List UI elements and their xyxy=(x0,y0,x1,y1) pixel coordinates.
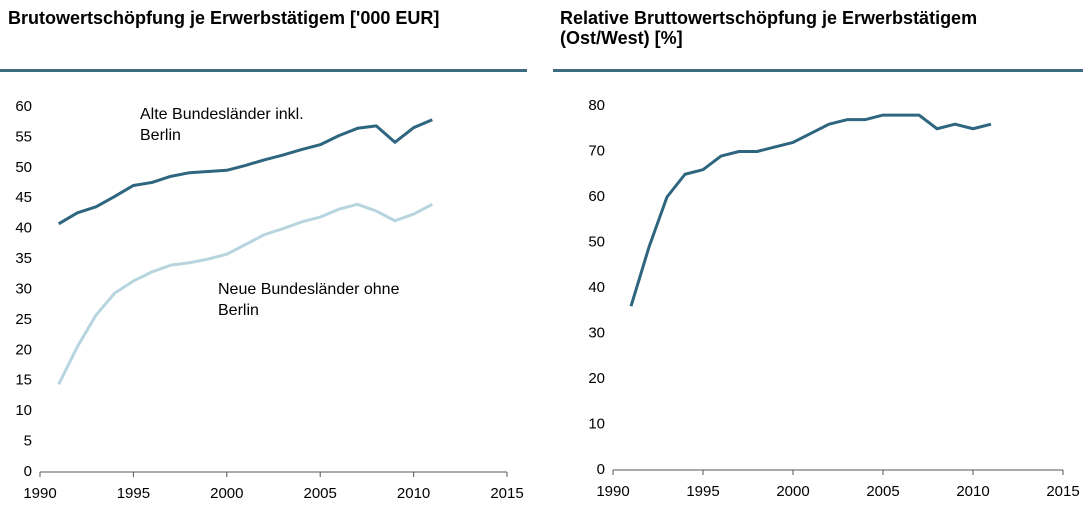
y-tick-label: 70 xyxy=(588,142,605,159)
x-tick-label: 2005 xyxy=(304,485,337,502)
y-tick-label: 15 xyxy=(15,372,32,389)
y-tick-label: 5 xyxy=(24,433,32,450)
chart-title: Relative Bruttowertschöpfung je Erwerbst… xyxy=(560,8,978,48)
chart-title: Brutowertschöpfung je Erwerbstätigem ['0… xyxy=(8,8,440,28)
series-label: Alte Bundesländer inkl. Berlin xyxy=(140,106,304,144)
x-tick-label: 2010 xyxy=(956,483,989,500)
y-tick-label: 30 xyxy=(15,280,32,297)
x-tick-label: 2015 xyxy=(1046,483,1079,500)
y-tick-label: 55 xyxy=(15,128,32,145)
series-label: Neue Bundesländer ohne Berlin xyxy=(218,281,400,319)
y-tick-label: 60 xyxy=(588,188,605,205)
x-tick-label: 2000 xyxy=(210,485,243,502)
y-tick-label: 40 xyxy=(15,220,32,237)
series-line xyxy=(57,118,433,226)
x-tick-label: 1990 xyxy=(23,485,56,502)
y-tick-label: 60 xyxy=(15,98,32,115)
y-tick-label: 35 xyxy=(15,250,32,267)
y-tick-label: 30 xyxy=(588,324,605,341)
x-tick-label: 2000 xyxy=(776,483,809,500)
y-tick-label: 10 xyxy=(588,415,605,432)
y-tick-label: 45 xyxy=(15,189,32,206)
y-tick-label: 80 xyxy=(588,97,605,114)
x-tick-label: 1995 xyxy=(117,485,150,502)
x-tick-label: 1990 xyxy=(596,483,629,500)
y-tick-label: 10 xyxy=(15,402,32,419)
y-tick-label: 50 xyxy=(588,233,605,250)
title-rule xyxy=(553,69,1083,72)
y-tick-label: 25 xyxy=(15,311,32,328)
series-line xyxy=(629,113,992,307)
x-tick-label: 2010 xyxy=(397,485,430,502)
y-tick-label: 50 xyxy=(15,159,32,176)
title-rule xyxy=(0,69,527,72)
y-tick-label: 20 xyxy=(588,370,605,387)
y-tick-label: 0 xyxy=(597,461,605,478)
y-tick-label: 20 xyxy=(15,341,32,358)
x-tick-label: 2015 xyxy=(490,485,523,502)
y-tick-label: 40 xyxy=(588,279,605,296)
series-line xyxy=(57,202,433,386)
x-tick-label: 1995 xyxy=(686,483,719,500)
x-tick-label: 2005 xyxy=(866,483,899,500)
y-tick-label: 0 xyxy=(24,463,32,480)
